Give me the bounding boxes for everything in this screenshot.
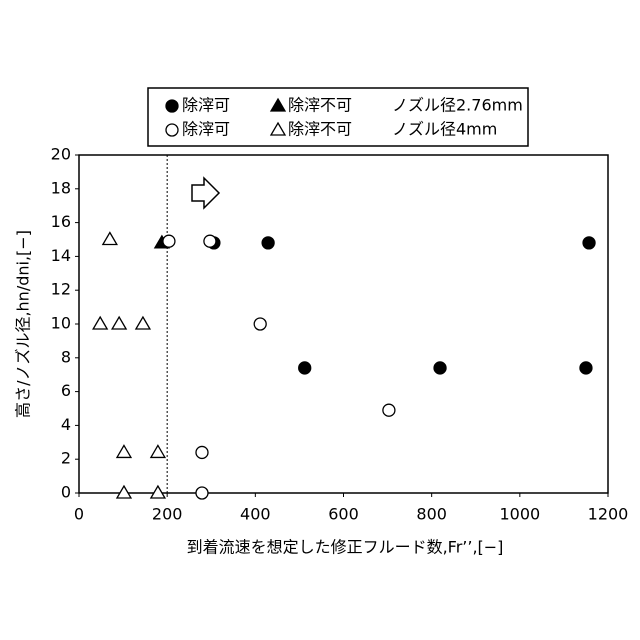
y-tick-label: 20 bbox=[51, 145, 71, 164]
data-point bbox=[103, 233, 117, 245]
x-tick-label: 1200 bbox=[588, 505, 629, 524]
data-point bbox=[112, 317, 126, 329]
data-point bbox=[163, 235, 175, 247]
data-point bbox=[196, 446, 208, 458]
legend-row-label: ノズル径2.76mm bbox=[392, 96, 523, 115]
page: 到着流速を想定した修正フルード数,Fr’’,[−] 高さ/ノズル径,hn/dni… bbox=[0, 0, 640, 640]
y-tick-label: 12 bbox=[51, 280, 71, 299]
x-axis-label: 到着流速を想定した修正フルード数,Fr’’,[−] bbox=[187, 538, 504, 557]
x-tick-label: 200 bbox=[152, 505, 183, 524]
data-point bbox=[254, 318, 266, 330]
data-point bbox=[93, 317, 107, 329]
y-tick-label: 14 bbox=[51, 246, 71, 265]
data-point bbox=[580, 362, 592, 374]
data-point bbox=[299, 362, 311, 374]
chart: 到着流速を想定した修正フルード数,Fr’’,[−] 高さ/ノズル径,hn/dni… bbox=[0, 0, 640, 640]
data-point bbox=[262, 237, 274, 249]
y-tick-label: 2 bbox=[61, 449, 71, 468]
y-tick-label: 4 bbox=[61, 415, 71, 434]
y-tick-label: 6 bbox=[61, 381, 71, 400]
x-tick-label: 1000 bbox=[499, 505, 540, 524]
legend-marker bbox=[166, 124, 178, 136]
legend-label: 除滓可 bbox=[182, 120, 230, 139]
y-tick-label: 8 bbox=[61, 347, 71, 366]
data-point bbox=[434, 362, 446, 374]
x-tick-label: 0 bbox=[74, 505, 84, 524]
legend-label: 除滓不可 bbox=[288, 120, 352, 139]
data-point bbox=[136, 317, 150, 329]
data-point bbox=[204, 235, 216, 247]
data-point bbox=[117, 486, 131, 498]
data-point bbox=[196, 487, 208, 499]
plot-frame bbox=[79, 155, 608, 493]
data-point bbox=[383, 404, 395, 416]
data-point bbox=[151, 486, 165, 498]
data-point bbox=[117, 445, 131, 457]
x-tick-label: 800 bbox=[416, 505, 447, 524]
x-tick-label: 600 bbox=[328, 505, 359, 524]
y-tick-label: 16 bbox=[51, 212, 71, 231]
data-point bbox=[151, 445, 165, 457]
arrow bbox=[192, 178, 219, 208]
x-tick-label: 400 bbox=[240, 505, 271, 524]
legend-label: 除滓不可 bbox=[288, 96, 352, 115]
legend-label: 除滓可 bbox=[182, 96, 230, 115]
legend-row-label: ノズル径4mm bbox=[392, 120, 497, 139]
y-tick-label: 18 bbox=[51, 178, 71, 197]
y-axis-label: 高さ/ノズル径,hn/dni,[−] bbox=[14, 230, 33, 418]
y-tick-label: 10 bbox=[51, 314, 71, 333]
data-point bbox=[583, 237, 595, 249]
legend-marker bbox=[166, 100, 178, 112]
y-tick-label: 0 bbox=[61, 483, 71, 502]
